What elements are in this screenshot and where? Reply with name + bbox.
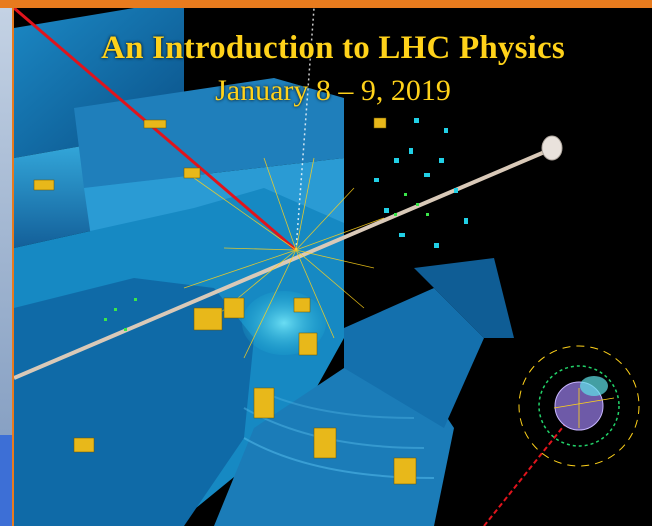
poster-border (12, 8, 14, 526)
muon-track-icon (14, 8, 297, 252)
detector-block (344, 288, 484, 428)
event-view-inset (518, 345, 640, 467)
poster-title: An Introduction to LHC Physics (101, 30, 565, 66)
beam-pipe-icon (14, 146, 555, 380)
particle-jets-icon (183, 157, 385, 359)
event-display-poster: An Introduction to LHC Physics January 8… (14, 8, 652, 526)
left-sidebar-accent (0, 435, 12, 526)
detector-barrel (14, 278, 254, 526)
left-sidebar-strip (0, 8, 12, 526)
atlas-event-display-icon (14, 8, 652, 526)
calorimeter-cells (33, 117, 417, 485)
detector-block (74, 78, 344, 188)
poster-dates: January 8 – 9, 2019 (215, 74, 451, 107)
top-accent-bar (0, 0, 652, 8)
hit-cluster (374, 118, 468, 248)
detector-block (414, 258, 514, 338)
